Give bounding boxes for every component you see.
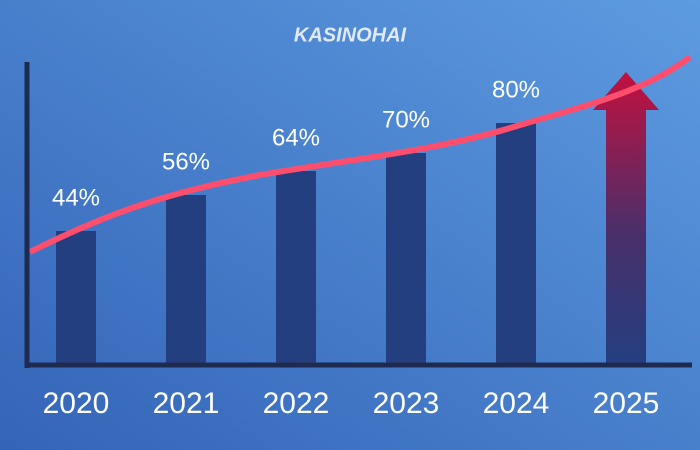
x-tick-label: 2024: [483, 387, 550, 420]
value-label: 64%: [272, 124, 320, 151]
x-tick-label: 2022: [263, 387, 330, 420]
bar: [166, 195, 206, 363]
bar: [276, 171, 316, 363]
value-label: 80%: [492, 76, 540, 103]
arrow-bar: [593, 72, 659, 363]
value-label: 44%: [52, 184, 100, 211]
value-label: 70%: [382, 106, 430, 133]
x-tick-label: 2020: [43, 387, 110, 420]
x-tick-label: 2021: [153, 387, 220, 420]
x-tick-label: 2025: [593, 387, 660, 420]
value-label: 56%: [162, 148, 210, 175]
trend-curve: [28, 54, 692, 255]
x-tick-label: 2023: [373, 387, 440, 420]
bar: [386, 153, 426, 363]
bar: [496, 123, 536, 363]
bar: [56, 231, 96, 363]
logo: KASINOHAI: [294, 24, 407, 46]
